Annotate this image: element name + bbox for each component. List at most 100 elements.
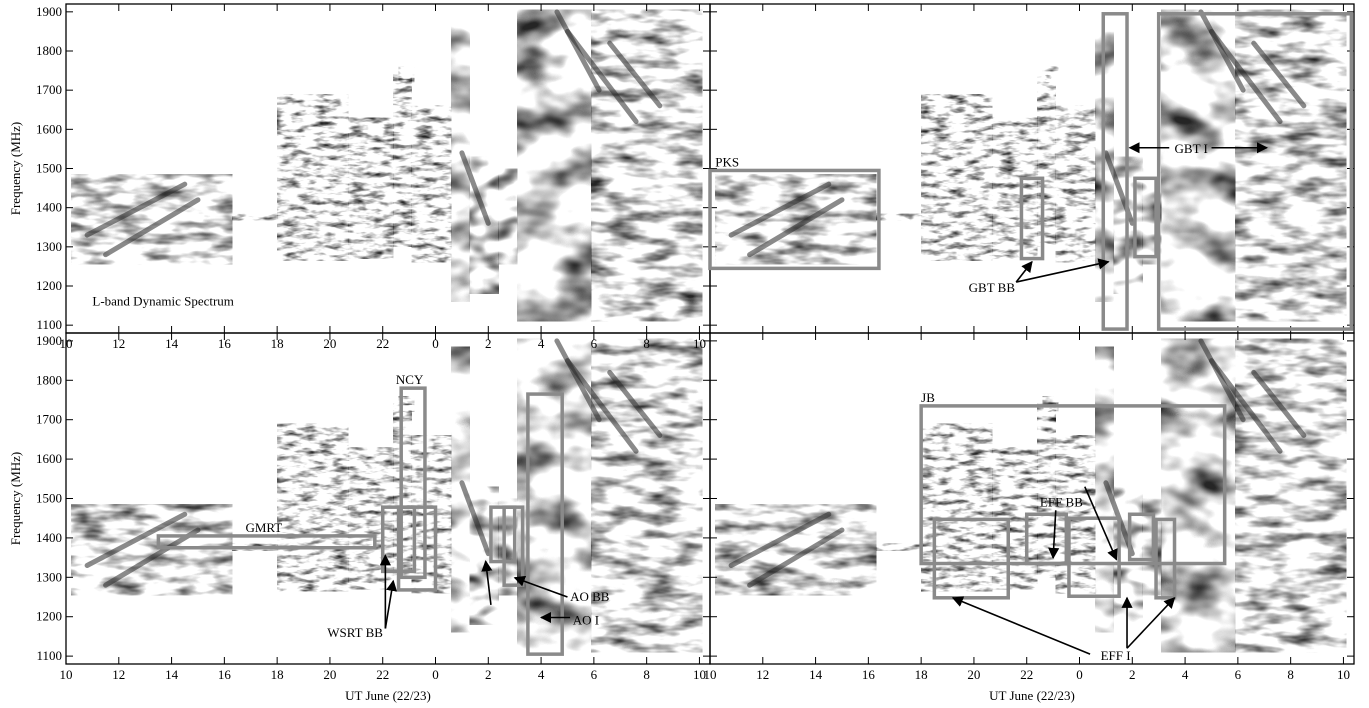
spectrum-segment [992, 117, 1038, 259]
panel-3: 10 12 14 16 18 20 22 0 2 4 6 8 101100120013001400150… [8, 332, 711, 703]
spectrum-segment [1161, 9, 1236, 322]
spectrum-segment [71, 504, 233, 596]
y-tick-label: 1500 [36, 161, 62, 176]
spectrum-segment [715, 174, 877, 265]
scintle-streak [459, 480, 491, 557]
x-tick-label: 4 [538, 667, 545, 682]
annotation-arrow [1015, 258, 1110, 283]
spectrum-segment [451, 346, 470, 633]
x-tick-label: 22 [1020, 667, 1033, 682]
annotation-label: EFF BB [1040, 494, 1083, 509]
spectrum-segment [517, 9, 592, 322]
observation-box-eff-i [932, 517, 1010, 600]
scintle-streak [1251, 369, 1307, 438]
x-tick-label: 22 [376, 667, 389, 682]
y-axis-label: Frequency (MHz) [8, 452, 23, 546]
y-tick-label: 1400 [36, 200, 62, 215]
spectrum-segment [469, 156, 499, 294]
y-axis-label: Frequency (MHz) [8, 122, 23, 216]
observation-box-ao-i [526, 392, 564, 656]
x-tick-label: 0 [1076, 667, 1083, 682]
scintle-streak [564, 358, 639, 454]
panel-1: 1012141618202202468101100120013001400150… [8, 3, 711, 351]
spectrum-segment [277, 423, 349, 592]
scintle-streak [747, 197, 845, 258]
x-tick-label: 4 [1182, 667, 1189, 682]
annotation-arrow [1126, 596, 1176, 649]
x-tick-label: 20 [323, 667, 336, 682]
annotation-label: AO I [573, 613, 599, 628]
observation-box-ncy [399, 386, 427, 580]
scintle-streak [103, 197, 201, 258]
spectrum-segment [348, 117, 394, 259]
observation-box-eff-bb [1067, 516, 1121, 598]
x-axis-label: UT June (22/23) [345, 688, 431, 703]
x-tick-label: 10 [1337, 667, 1350, 682]
spectrum-heatmap [715, 338, 1347, 653]
annotation-arrow [1048, 510, 1060, 560]
y-tick-label: 1500 [36, 491, 62, 506]
x-tick-label: 18 [271, 336, 284, 351]
x-tick-label: 12 [112, 336, 125, 351]
scintle-streak [1198, 338, 1246, 423]
spectrum-segment [469, 486, 499, 625]
spectrum-segment [1235, 9, 1347, 322]
x-tick-label: 14 [165, 667, 179, 682]
y-tick-label: 1700 [36, 412, 62, 427]
y-tick-label: 1100 [36, 648, 62, 663]
scintle-streak [103, 527, 201, 588]
spectrum-segment [1037, 74, 1056, 247]
spectrum-heatmap [71, 9, 703, 322]
annotation-label: WSRT BB [327, 625, 383, 640]
observation-box-gbt-i [1156, 12, 1354, 331]
spectrum-segment [921, 423, 993, 592]
x-tick-label: 22 [376, 336, 389, 351]
annotation-arrow [384, 579, 398, 629]
panel-4: 10 12 14 16 18 20 22 0 2 4 6 8 10 UT June (22/23) JB EF… [704, 332, 1355, 703]
scintle-streak [728, 181, 832, 238]
y-tick-label: 1400 [36, 530, 62, 545]
spectrum-segment [277, 94, 349, 261]
spectrum-segment [393, 74, 412, 247]
panel-2: PKS GBT I GBT BB [708, 3, 1355, 334]
x-tick-label: 6 [1235, 667, 1242, 682]
scintle-streak [607, 40, 663, 109]
annotation-label: GMRT [245, 520, 282, 535]
x-tick-label: 20 [967, 667, 980, 682]
observation-box-gbt-bb [1019, 176, 1045, 261]
y-tick-label: 1700 [36, 82, 62, 97]
observation-box-eff-i [1024, 512, 1069, 566]
x-tick-label: 18 [915, 667, 928, 682]
spectrum-segment [1042, 396, 1059, 412]
y-tick-label: 1300 [36, 569, 62, 584]
spectrum-segment [517, 338, 592, 653]
annotation-label: AO BB [570, 589, 610, 604]
observation-box-gbt-i [1101, 12, 1129, 331]
y-tick-label: 1200 [36, 609, 62, 624]
x-tick-label: 10 [704, 667, 717, 682]
spectrum-segment [1042, 66, 1059, 83]
spectrum-segment [1235, 338, 1347, 653]
spectrum-segment [411, 105, 452, 263]
spectrum-segment [71, 174, 233, 265]
x-tick-label: 14 [809, 667, 823, 682]
spectrum-segment [591, 338, 703, 653]
y-tick-label: 1800 [36, 372, 62, 387]
x-axis-label: UT June (22/23) [989, 688, 1075, 703]
spectrum-segment [921, 94, 993, 261]
spectrum-segment [1037, 403, 1056, 578]
inset-label: L-band Dynamic Spectrum [92, 294, 234, 309]
x-tick-label: 2 [485, 667, 492, 682]
x-tick-label: 2 [485, 336, 492, 351]
spectrum-segment [876, 213, 922, 221]
y-tick-label: 1900 [36, 4, 62, 19]
y-tick-label: 1800 [36, 43, 62, 58]
spectrum-segment [411, 435, 452, 594]
x-tick-label: 16 [862, 667, 876, 682]
scintle-streak [728, 511, 832, 568]
annotation-arrow [1084, 486, 1118, 561]
spectrum-segment [348, 447, 394, 590]
spectrum-segment [1055, 105, 1096, 263]
x-tick-label: 0 [432, 667, 439, 682]
